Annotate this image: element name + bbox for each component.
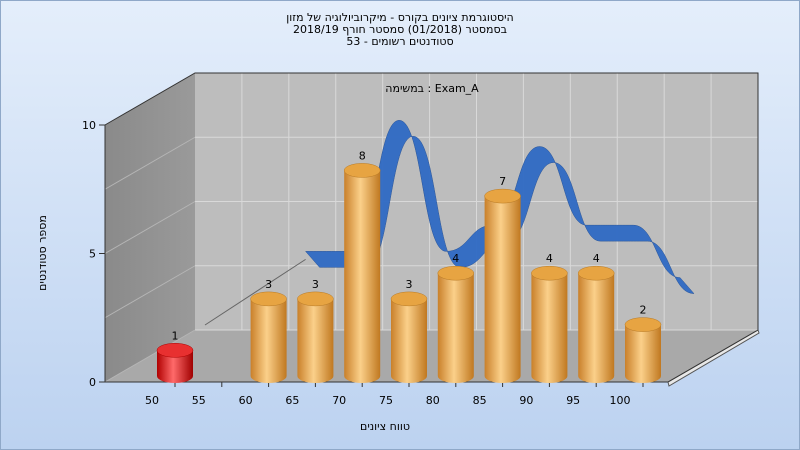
x-tick-label: 55	[192, 394, 206, 407]
bar	[437, 273, 474, 383]
bar-value-label: 3	[406, 278, 413, 291]
x-tick-label: 65	[285, 394, 299, 407]
bar-cap	[343, 163, 381, 178]
bar-value-label: 3	[312, 278, 319, 291]
chart-title-line-3: סטודנטים רשומים - 53	[346, 35, 454, 48]
y-axis-title: מספר סטודנטים	[36, 215, 49, 291]
x-axis-title: טווח ציונים	[360, 420, 410, 433]
trend-lead-line	[204, 258, 306, 326]
bar-group: 4	[437, 252, 475, 383]
bar-group: 7	[484, 175, 521, 383]
bar	[391, 298, 427, 383]
bar	[344, 170, 381, 383]
bar	[484, 196, 521, 383]
x-tick-label: 95	[566, 394, 580, 407]
x-tick-label: 80	[426, 394, 440, 407]
x-tick-label: 100	[610, 394, 631, 407]
grid-line-side	[104, 329, 196, 383]
bar-group: 3	[297, 278, 334, 383]
trend-ribbon	[305, 120, 695, 294]
bar-group: 4	[531, 252, 568, 383]
bar-value-label: 1	[172, 329, 179, 342]
x-tick-label: 60	[239, 394, 253, 407]
y-tick-label: 10	[82, 119, 96, 132]
x-tick-label: 70	[332, 394, 346, 407]
grid-line-side	[104, 201, 196, 254]
bar-cap	[250, 291, 287, 307]
bar	[531, 273, 568, 383]
bar-value-label: 4	[452, 252, 459, 265]
bar-value-label: 4	[593, 252, 600, 265]
x-tick-label: 90	[519, 394, 533, 407]
bar-value-label: 7	[499, 175, 506, 188]
bar-group: 3	[250, 278, 287, 383]
bar	[578, 273, 615, 383]
bar	[297, 298, 334, 383]
bar-cap	[156, 343, 194, 358]
bar-cap	[484, 188, 521, 204]
x-tick-label: 50	[145, 394, 159, 407]
chart-annotation: במשימה : Exam_A	[385, 82, 479, 95]
bar-cap	[624, 317, 662, 332]
bar	[250, 298, 287, 383]
x-tick-label: 85	[473, 394, 487, 407]
grid-line-side	[104, 136, 196, 190]
x-tick-label: 75	[379, 394, 393, 407]
bar-group: 4	[577, 252, 615, 383]
bar	[157, 350, 193, 383]
bar-cap	[531, 265, 568, 281]
bar-group: 2	[624, 304, 662, 383]
bar-cap	[390, 291, 428, 307]
bar-group: 1	[156, 329, 194, 383]
bar-value-label: 8	[359, 149, 366, 162]
chart-title-line-2: בסמסטר (01/2018) סמסטר חורף 2018/19	[293, 23, 507, 36]
box-outline-top	[104, 72, 759, 330]
bar-group: 3	[390, 278, 428, 383]
bar-group: 8	[343, 149, 381, 383]
bar	[625, 324, 661, 383]
bar-cap	[437, 265, 475, 281]
floor-right-edge	[667, 329, 759, 383]
bar-value-label: 4	[546, 252, 553, 265]
bar-value-label: 2	[640, 304, 647, 317]
bar-cap	[577, 265, 615, 281]
bar-cap	[297, 291, 334, 307]
y-tick-label: 0	[89, 376, 96, 389]
bar-value-label: 3	[265, 278, 272, 291]
y-tick-label: 5	[89, 248, 96, 261]
chart-title-line-1: היסטוגרמת ציונים בקורס - מיקרוביולוגיה ש…	[286, 11, 514, 24]
grid-line-side	[104, 265, 196, 319]
